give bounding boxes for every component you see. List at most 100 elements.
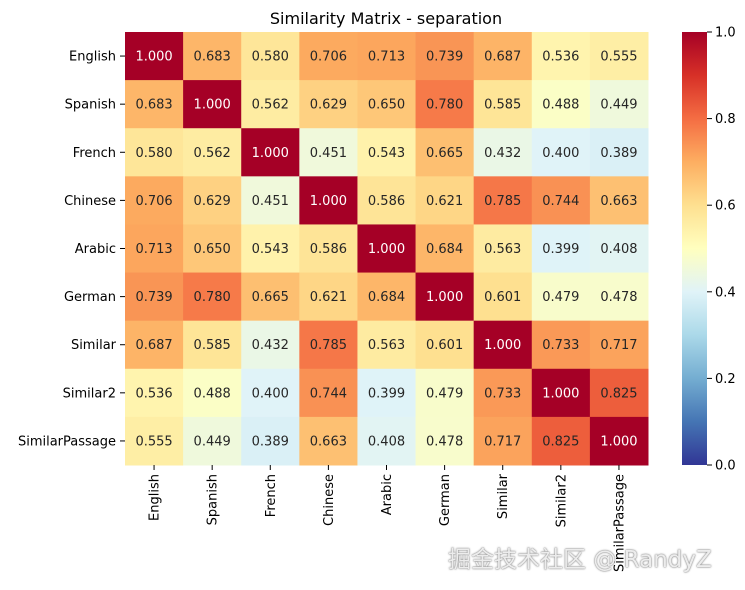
cell-value-label: 0.408 [600,242,637,257]
cell-value-label: 0.479 [426,386,463,401]
cell-value-label: 0.717 [600,338,637,353]
cell-value-label: 1.000 [194,98,231,113]
heatmap-cell [473,128,533,177]
cell-value-label: 0.399 [542,242,579,257]
heatmap-cell [415,32,475,81]
heatmap-cell [241,176,300,225]
cell-value-label: 0.562 [194,146,231,161]
heatmap-cell [183,80,242,129]
heatmap-cell [357,416,417,466]
heatmap-cell [241,32,300,81]
watermark: 掘金技术社区 @ RandyZ [448,547,712,573]
heatmap-cell [415,176,475,225]
cell-value-label: 0.555 [600,50,637,65]
cell-value-label: 0.586 [310,242,347,257]
heatmap-cell [589,224,649,274]
heatmap-cell [299,32,358,81]
cell-value-label: 0.601 [484,290,521,305]
cell-value-label: 0.543 [368,146,405,161]
colorbar-tick-label: 0.6 [715,199,736,214]
cell-value-label: 0.744 [310,386,347,401]
cell-value-label: 0.650 [194,242,231,257]
heatmap-cell [125,320,184,370]
cell-value-label: 1.000 [484,338,521,353]
heatmap-cell [357,320,417,370]
heatmap-cell [241,416,300,466]
cell-value-label: 0.449 [194,434,231,449]
cell-value-label: 0.585 [484,98,521,113]
column-label: Similar [496,473,511,519]
cell-value-label: 0.478 [600,290,637,305]
cell-value-label: 1.000 [542,386,579,401]
heatmap-cell [125,224,184,274]
heatmap-cell [299,80,358,129]
cell-value-label: 0.562 [252,98,289,113]
cell-value-label: 0.706 [135,194,172,209]
cell-value-label: 1.000 [310,194,347,209]
heatmap-cell [531,368,591,418]
heatmap-cell [473,32,533,81]
cell-value-label: 0.536 [135,386,172,401]
row-label: French [73,146,116,161]
cell-value-label: 0.665 [252,290,289,305]
heatmap-cell [531,416,591,466]
heatmap-cell [589,128,649,177]
cell-value-label: 0.825 [600,386,637,401]
heatmap-cell [415,128,475,177]
cell-value-label: 0.687 [135,338,172,353]
column-label: German [438,474,453,526]
cell-value-label: 0.449 [600,98,637,113]
row-label: Chinese [64,194,116,209]
row-label: SimilarPassage [18,434,116,449]
heatmap-cell [125,272,184,322]
colorbar-tick-label: 0.8 [715,112,736,127]
heatmap-cell [473,272,533,322]
cell-value-label: 0.684 [368,290,405,305]
cell-value-label: 0.399 [368,386,405,401]
cell-value-label: 0.665 [426,146,463,161]
cell-value-label: 0.543 [252,242,289,257]
heatmap-cell [183,32,242,81]
heatmap-cell [241,128,300,177]
cell-value-label: 0.479 [542,290,579,305]
heatmap-cell [589,416,649,466]
colorbar-gradient [682,32,707,465]
cell-value-label: 0.563 [368,338,405,353]
column-label: Arabic [380,474,395,515]
cell-value-label: 0.586 [368,194,405,209]
heatmap-cell [183,224,242,274]
cell-value-label: 0.663 [310,434,347,449]
cell-value-label: 0.683 [135,98,172,113]
heatmap-cell [241,368,300,418]
cell-value-label: 0.621 [310,290,347,305]
cell-value-label: 1.000 [600,434,637,449]
cell-value-label: 0.451 [310,146,347,161]
cell-value-label: 0.684 [426,242,463,257]
heatmap-cell [299,128,358,177]
heatmap-cell [183,272,242,322]
row-label: Arabic [75,242,116,257]
heatmap-cell [589,368,649,418]
colorbar-tick-label: 0.2 [715,372,736,387]
heatmap-cell [357,32,417,81]
heatmap-cell [531,128,591,177]
cell-value-label: 0.389 [600,146,637,161]
cell-value-label: 0.629 [194,194,231,209]
cell-value-label: 0.432 [484,146,521,161]
heatmap-cell [415,272,475,322]
heatmap-cell [473,176,533,225]
column-labels: English Spanish French Chinese Arabic German S… [148,465,627,572]
colorbar: 0.0 0.2 0.4 0.6 0.8 1.0 [682,26,736,474]
heatmap-cell [415,416,475,466]
cell-value-label: 0.785 [310,338,347,353]
heatmap-cell [183,416,242,466]
colorbar-tick-label: 0.4 [715,285,736,300]
cell-value-label: 0.400 [542,146,579,161]
column-label: French [264,474,279,517]
heatmap-cell [531,272,591,322]
cell-value-label: 0.488 [194,386,231,401]
cell-value-label: 0.580 [252,50,289,65]
heatmap-cell [473,416,533,466]
cell-value-label: 0.650 [368,98,405,113]
heatmap-cell [589,272,649,322]
